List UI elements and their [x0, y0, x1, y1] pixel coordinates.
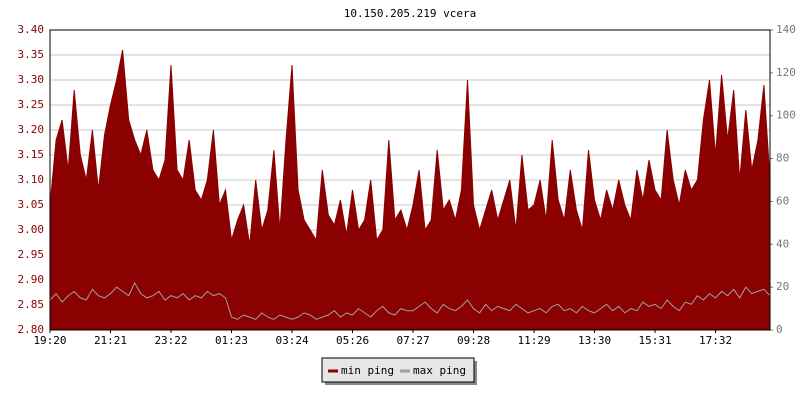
- y-tick-label: 3.20: [18, 123, 45, 136]
- y-tick-label: 3.25: [18, 98, 45, 111]
- y-tick-label: 3.10: [18, 173, 45, 186]
- y2-tick-label: 60: [776, 194, 789, 207]
- x-tick-label: 19:20: [33, 334, 66, 347]
- y2-tick-label: 140: [776, 23, 796, 36]
- y2-tick-label: 40: [776, 237, 789, 250]
- x-tick-label: 21:21: [94, 334, 127, 347]
- x-tick-label: 11:29: [517, 334, 550, 347]
- legend-label: min ping: [341, 364, 394, 377]
- x-tick-label: 05:26: [336, 334, 369, 347]
- y2-tick-label: 80: [776, 152, 789, 165]
- plot-border: [49, 29, 771, 331]
- y-tick-label: 2.85: [18, 298, 45, 311]
- x-tick-label: 03:24: [275, 334, 308, 347]
- chart-title: 10.150.205.219 vcera: [344, 7, 476, 20]
- x-tick-label: 09:28: [457, 334, 490, 347]
- y-tick-label: 3.05: [18, 198, 45, 211]
- y-tick-label: 2.95: [18, 248, 45, 261]
- y2-tick-label: 120: [776, 66, 796, 79]
- x-tick-label: 13:30: [578, 334, 611, 347]
- x-tick-label: 01:23: [215, 334, 248, 347]
- y2-tick-label: 100: [776, 109, 796, 122]
- y-tick-label: 2.80: [18, 323, 45, 336]
- y-tick-label: 2.90: [18, 273, 45, 286]
- y2-tick-label: 0: [776, 323, 783, 336]
- y-tick-label: 3.35: [18, 48, 45, 61]
- x-tick-label: 07:27: [396, 334, 429, 347]
- y-tick-label: 3.30: [18, 73, 45, 86]
- y-tick-label: 3.00: [18, 223, 45, 236]
- y-tick-label: 3.15: [18, 148, 45, 161]
- legend: min ping max ping: [321, 357, 477, 385]
- y-tick-label: 3.40: [18, 23, 45, 36]
- y2-tick-label: 20: [776, 280, 789, 293]
- x-tick-label: 17:32: [699, 334, 732, 347]
- legend-box: [321, 357, 475, 383]
- x-tick-label: 15:31: [638, 334, 671, 347]
- area: [49, 49, 771, 331]
- line: [49, 281, 771, 320]
- x-tick-label: 23:22: [154, 334, 187, 347]
- legend-label: max ping: [413, 364, 466, 377]
